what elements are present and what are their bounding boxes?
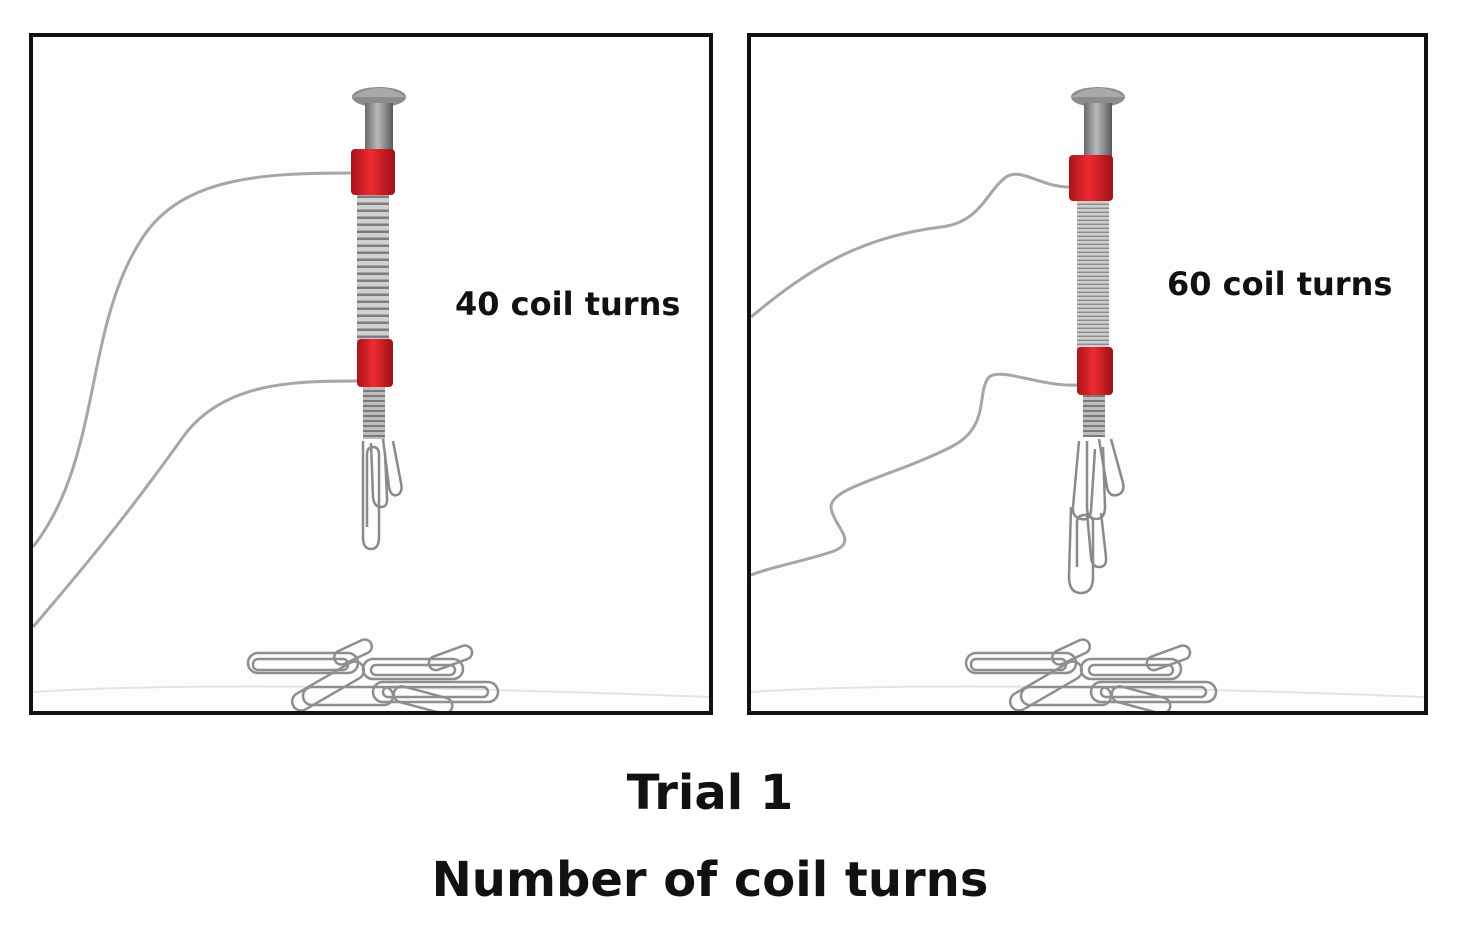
bolt-tip-icon	[1083, 395, 1105, 437]
wire-upper-icon	[33, 171, 352, 548]
wire-upper-icon	[751, 172, 1070, 319]
hanging-paperclips-icon	[361, 438, 403, 551]
coil-icon	[1077, 201, 1109, 349]
paperclip-pile-icon	[964, 638, 1218, 711]
clip-lower-icon	[1077, 347, 1113, 395]
clip-lower-icon	[357, 339, 393, 387]
bolt-tip-icon	[363, 387, 385, 439]
caption-subtitle: Number of coil turns	[431, 852, 989, 908]
bolt-icon	[352, 87, 406, 151]
paperclip-pile-icon	[246, 638, 500, 711]
trial-title: Trial 1	[626, 765, 794, 821]
panel-40-turns: 40 coil turns	[29, 33, 713, 715]
coil-icon	[357, 195, 389, 341]
bolt-icon	[1071, 87, 1125, 159]
electromagnet-illustration-right	[751, 87, 1424, 711]
panel-60-turns: 60 coil turns	[747, 33, 1428, 715]
coil-turns-label-60: 60 coil turns	[1167, 265, 1393, 303]
wire-lower-icon	[33, 379, 360, 628]
hanging-paperclips-icon	[1067, 438, 1125, 595]
clip-upper-icon	[1069, 155, 1113, 201]
coil-turns-label-40: 40 coil turns	[455, 285, 681, 323]
electromagnet-illustration-left	[33, 87, 709, 711]
wire-lower-icon	[751, 372, 1078, 577]
clip-upper-icon	[351, 149, 395, 195]
